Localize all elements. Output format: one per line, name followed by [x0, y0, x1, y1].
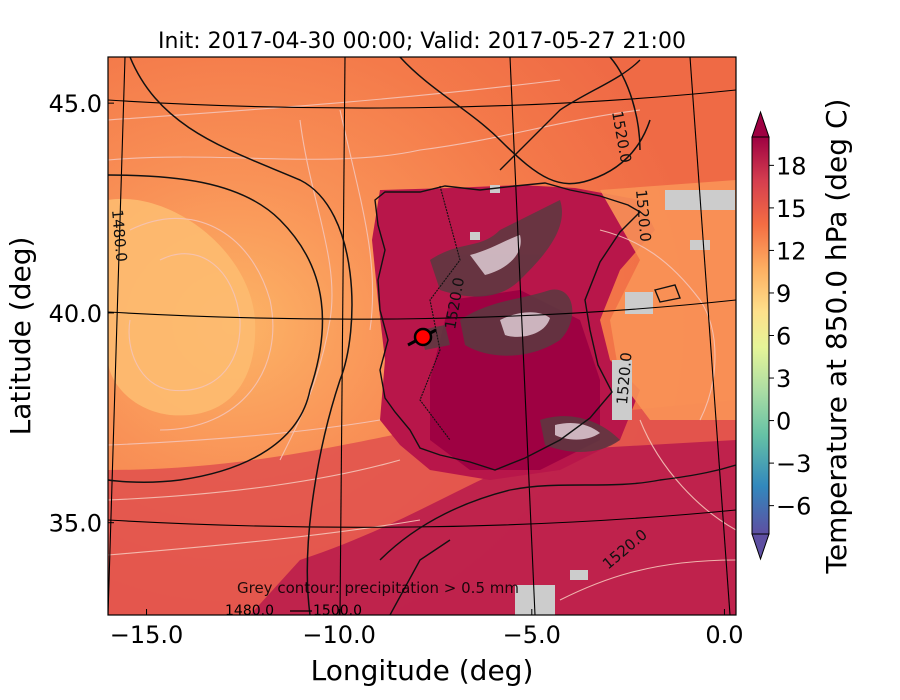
convection-highlights	[470, 235, 600, 440]
parallel-35	[108, 509, 736, 528]
station-marker-circle	[413, 327, 433, 347]
x-tick-label: −10.0	[302, 621, 376, 649]
africa-coast	[379, 464, 736, 561]
y-tick-label: 35.0	[49, 510, 102, 538]
colorbar-tick-label: 12	[776, 237, 807, 265]
legend-line-label-1480: 1480.0	[225, 603, 274, 619]
iberia-coast	[374, 182, 642, 471]
meridian-minus15	[108, 57, 126, 615]
contour-label: 1520.0	[632, 189, 655, 243]
y-tick-label: 40.0	[49, 300, 102, 328]
parallel-40	[108, 299, 736, 320]
coastlines	[374, 59, 736, 615]
map-plot-area: 1520.0 1520.0 1520.0 1520.0 1480.0 1520.…	[108, 57, 736, 619]
plot-title: Init: 2017-04-30 00:00; Valid: 2017-05-2…	[158, 29, 686, 54]
colorbar-top-arrow	[751, 110, 770, 138]
colorbar-tick-label: 9	[776, 280, 791, 308]
parallel-45	[108, 89, 736, 109]
y-axis-label: Latitude (deg)	[4, 237, 37, 436]
x-axis-label: Longitude (deg)	[311, 654, 534, 687]
station-marker	[407, 327, 437, 347]
contour-label: 1480.0	[108, 209, 131, 263]
temperature-contours	[108, 79, 736, 601]
colorbar-tick-label: −6	[776, 493, 811, 521]
plot-frame	[107, 56, 737, 616]
meridian-0	[689, 57, 731, 615]
y-tick-label: 45.0	[49, 90, 102, 118]
colorbar-label: Temperature at 850.0 hPa (deg C)	[820, 99, 853, 575]
geopotential-contours	[108, 57, 651, 615]
colorbar-tick-label: −3	[776, 450, 811, 478]
colorbar-tick-label: 6	[776, 323, 791, 351]
temperature-field-hot-south	[250, 440, 736, 615]
colorbar-bottom-arrow	[751, 533, 770, 561]
colorbar-tick-label: 18	[776, 152, 807, 180]
colorbar-ticks: −6 −3 0 3 6 9 12 15 18	[769, 152, 811, 521]
x-axis: −15.0 −10.0 −5.0 0.0	[110, 609, 744, 649]
contour-label: 1520.0	[613, 351, 636, 405]
x-tick-label: 0.0	[705, 621, 743, 649]
graticule	[108, 57, 736, 615]
africa-interior-border	[389, 539, 451, 615]
colorbar-tick-label: 15	[776, 195, 807, 223]
colorbar-gradient	[751, 136, 770, 535]
colorbar-tick-label: 3	[776, 365, 791, 393]
colorbar: −6 −3 0 3 6 9 12 15 18 Temperature at 850.0 hPa …	[751, 99, 853, 575]
colorbar-tick-label: 0	[776, 408, 791, 436]
x-tick-label: −15.0	[110, 621, 184, 649]
legend-line-label-1500: 1500.0	[313, 603, 362, 619]
balearic-islands	[654, 284, 681, 303]
country-borders	[419, 185, 461, 441]
meridian-minus10	[339, 57, 346, 615]
meridian-minus5	[509, 57, 536, 615]
precipitation-note: Grey contour: precipitation > 0.5 mm	[237, 579, 519, 597]
france-coast	[499, 59, 641, 171]
temperature-field-cool-west	[108, 198, 256, 416]
x-tick-label: −5.0	[503, 621, 561, 649]
y-axis: 35.0 40.0 45.0	[49, 90, 114, 538]
